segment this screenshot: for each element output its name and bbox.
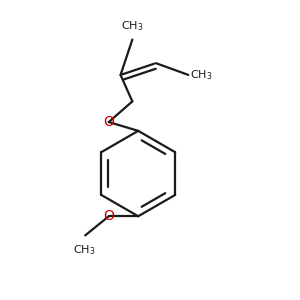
Text: CH$_3$: CH$_3$: [121, 19, 144, 33]
Text: CH$_3$: CH$_3$: [190, 68, 212, 82]
Text: CH$_3$: CH$_3$: [73, 243, 95, 256]
Text: O: O: [103, 115, 114, 129]
Text: O: O: [103, 209, 114, 223]
